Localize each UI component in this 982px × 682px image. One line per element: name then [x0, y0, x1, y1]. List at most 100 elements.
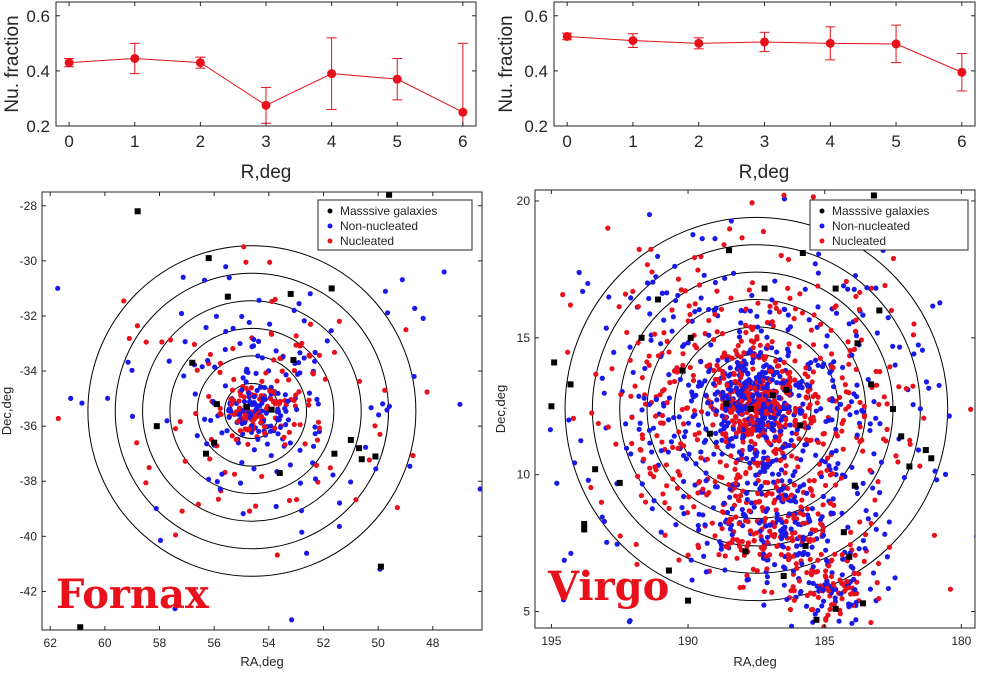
non-nucleated-point [672, 297, 679, 304]
non-nucleated-point [785, 312, 791, 318]
non-nucleated-point [771, 415, 778, 422]
fraction-point [195, 58, 205, 68]
nucleated-point [717, 459, 723, 465]
nucleated-point [723, 433, 729, 440]
non-nucleated-point [770, 427, 777, 433]
nucleated-point [785, 545, 791, 552]
nucleated-point [261, 424, 268, 430]
y-tick-label: -36 [20, 419, 38, 433]
non-nucleated-point [840, 364, 846, 371]
nucleated-point [646, 353, 652, 359]
non-nucleated-point [685, 420, 692, 426]
nucleated-point [767, 528, 773, 534]
non-nucleated-point [839, 510, 845, 516]
non-nucleated-point [243, 379, 249, 385]
non-nucleated-point [411, 373, 417, 380]
fraction-point [64, 58, 74, 68]
x-tick-label: 52 [317, 636, 331, 650]
nucleated-point [974, 379, 975, 381]
nucleated-point [726, 482, 732, 488]
non-nucleated-point [623, 421, 629, 427]
nucleated-point [694, 437, 700, 443]
non-nucleated-point [915, 447, 922, 453]
non-nucleated-point [840, 636, 845, 641]
non-nucleated-point [689, 577, 695, 583]
nucleated-point [776, 309, 782, 315]
nucleated-point [635, 340, 641, 346]
nucleated-point [716, 366, 722, 372]
non-nucleated-point [727, 365, 733, 371]
non-nucleated-point [283, 372, 289, 378]
non-nucleated-point [261, 384, 268, 391]
nucleated-point [827, 606, 833, 612]
nucleated-point [853, 366, 859, 372]
nucleated-point [291, 368, 298, 374]
x-tick-label: 3 [261, 132, 270, 151]
non-nucleated-point [874, 330, 880, 336]
non-nucleated-point [314, 396, 320, 402]
nucleated-point [820, 441, 826, 447]
nucleated-point [796, 534, 803, 540]
nucleated-point [246, 426, 252, 433]
non-nucleated-point [836, 618, 842, 624]
non-nucleated-point [703, 437, 709, 444]
nucleated-point [313, 462, 320, 468]
nucleated-point [738, 398, 744, 404]
non-nucleated-point [478, 454, 483, 459]
nucleated-point [510, 421, 515, 426]
non-nucleated-point [658, 341, 664, 347]
nucleated-point [750, 566, 756, 572]
non-nucleated-point [788, 437, 794, 443]
non-nucleated-point [690, 413, 696, 420]
nucleated-point [875, 560, 882, 567]
non-nucleated-point [837, 401, 844, 407]
non-nucleated-point [779, 486, 785, 492]
massive-galaxy-point [832, 285, 839, 292]
non-nucleated-point [705, 400, 711, 406]
fornax-legend-box [317, 199, 473, 251]
non-nucleated-point [761, 455, 767, 461]
nucleated-point [837, 394, 843, 401]
nucleated-point [824, 455, 831, 461]
non-nucleated-point [819, 603, 825, 609]
non-nucleated-point [373, 466, 379, 472]
non-nucleated-point [774, 349, 780, 355]
non-nucleated-point [298, 508, 305, 514]
non-nucleated-point [312, 358, 318, 364]
nucleated-point [738, 338, 744, 344]
nucleated-point [286, 497, 293, 504]
massive-galaxy-point [783, 386, 790, 393]
nucleated-point [785, 285, 791, 291]
non-nucleated-point [508, 367, 513, 372]
non-nucleated-point [781, 582, 787, 588]
non-nucleated-point [297, 447, 303, 453]
non-nucleated-point [695, 383, 701, 389]
non-nucleated-point [688, 557, 694, 563]
non-nucleated-point [692, 309, 698, 315]
nucleated-point [792, 306, 799, 312]
nucleated-point [307, 353, 313, 359]
massive-galaxy-point [687, 334, 694, 341]
non-nucleated-point [769, 471, 776, 477]
non-nucleated-point [702, 522, 708, 528]
nucleated-point [853, 317, 859, 323]
non-nucleated-point [508, 562, 513, 567]
x-tick-label: 190 [678, 634, 698, 648]
non-nucleated-point [237, 340, 243, 347]
non-nucleated-point [295, 371, 301, 377]
non-nucleated-point [885, 315, 891, 321]
non-nucleated-point [851, 286, 857, 293]
non-nucleated-point [212, 364, 218, 370]
nucleated-point [500, 352, 505, 357]
nucleated-point [787, 378, 793, 384]
fraction-point [392, 74, 402, 84]
massive-galaxy-point [616, 479, 623, 486]
non-nucleated-point [836, 129, 841, 134]
nucleated-point [711, 367, 717, 374]
x-tick-label: 54 [262, 636, 276, 650]
massive-galaxy-point [854, 340, 861, 347]
nucleated-point [843, 389, 849, 395]
virgo-map-title: Virgo [547, 563, 669, 610]
fornax-map-x-label: RA,deg [240, 654, 283, 669]
nucleated-point [750, 366, 756, 372]
